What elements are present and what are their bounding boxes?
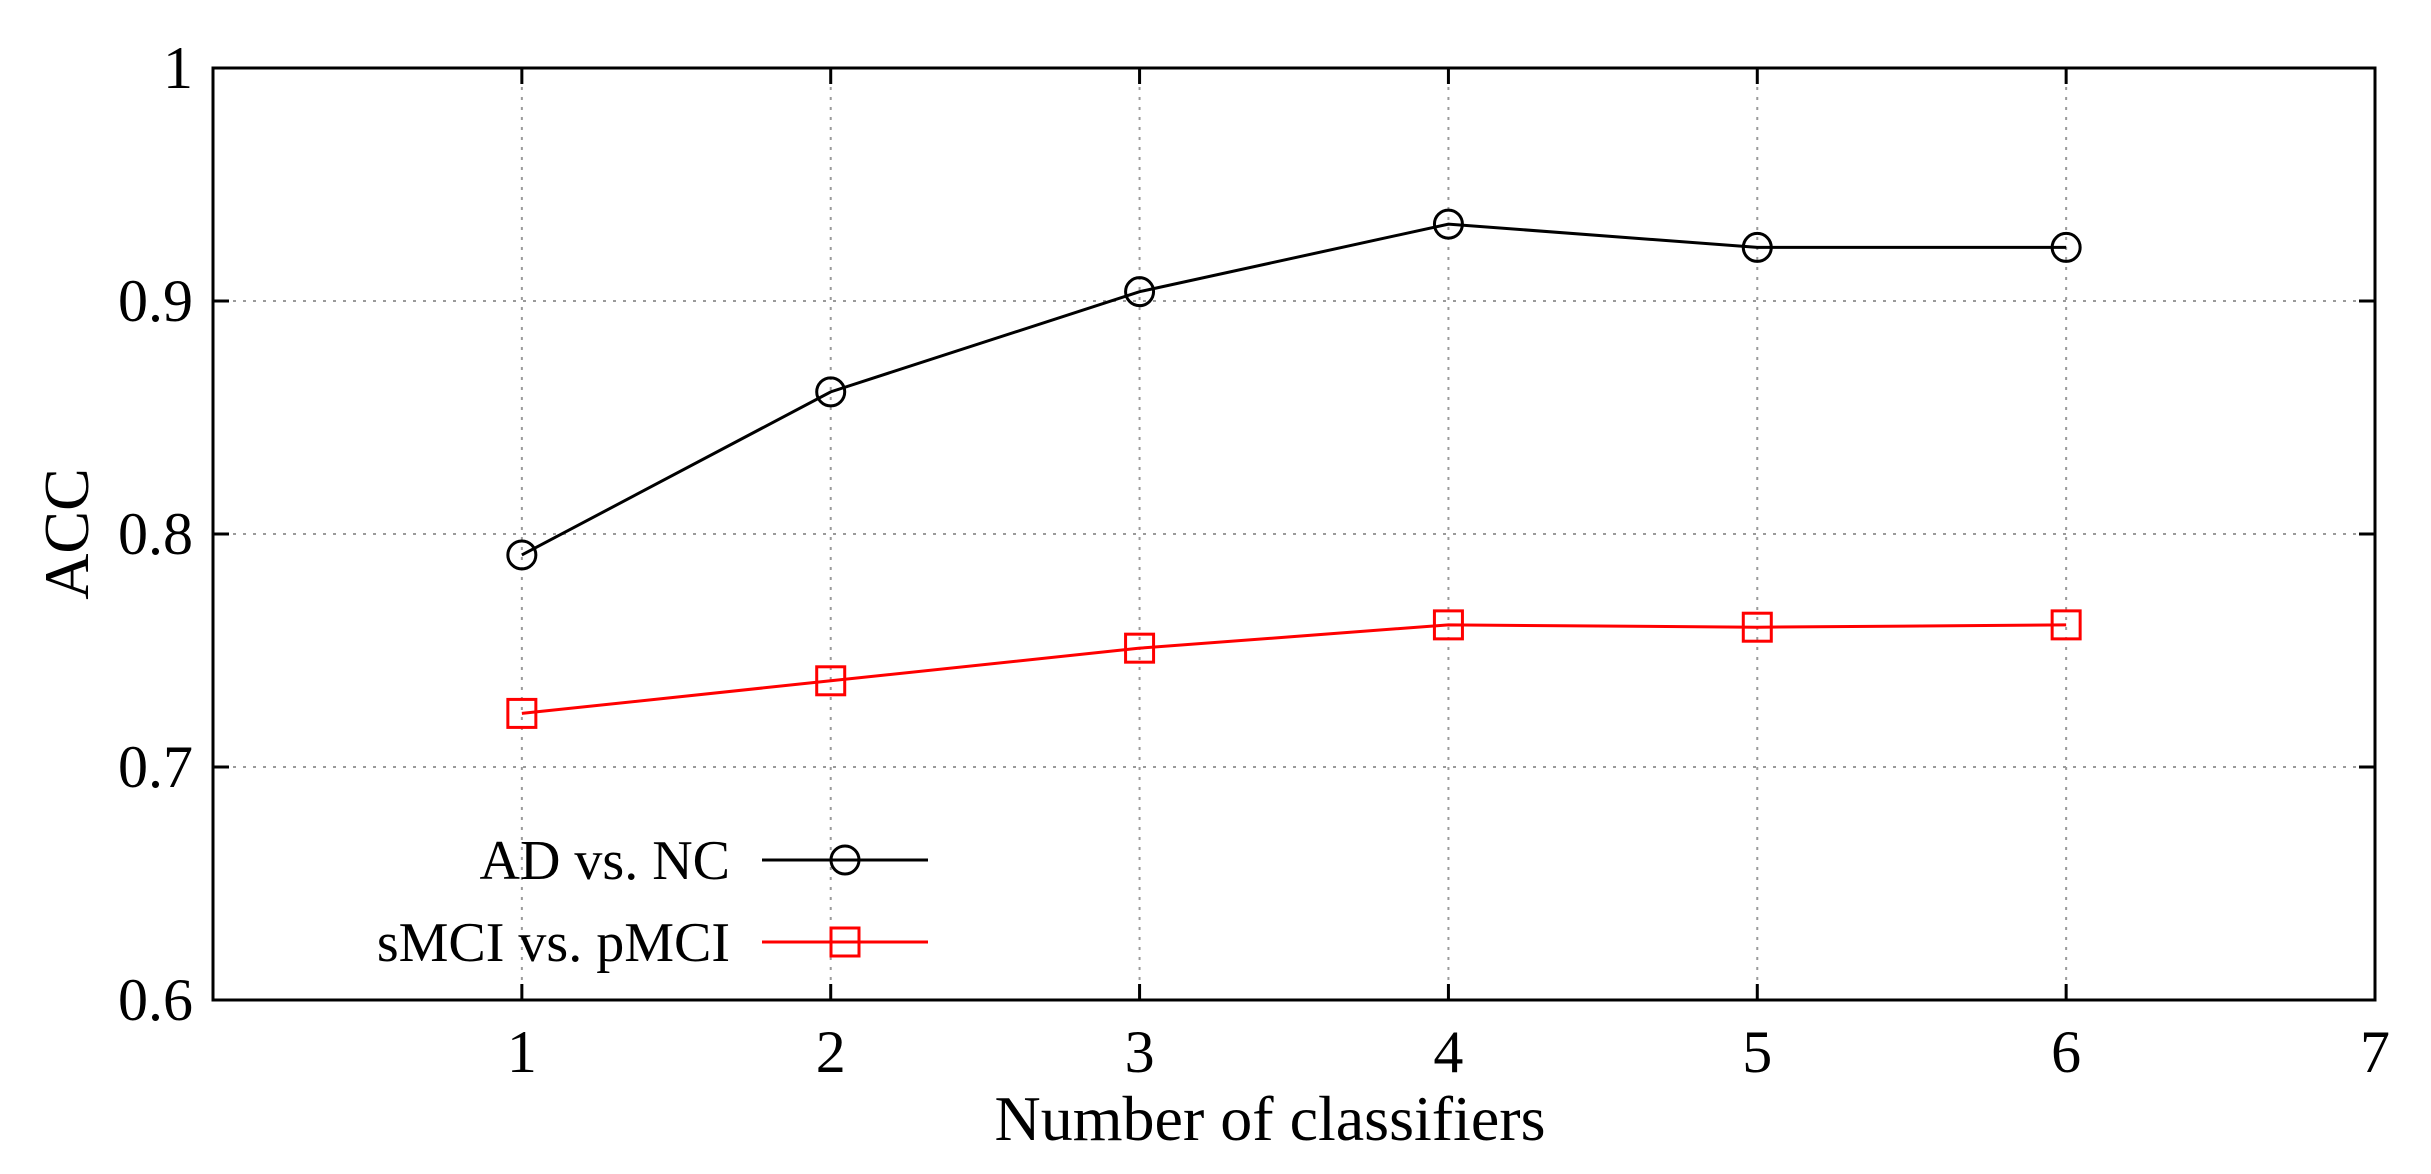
circle-marker (1124, 276, 1156, 308)
legend-entry-0: AD vs. NC (480, 830, 928, 892)
x-tick-label: 7 (2360, 1019, 2390, 1085)
x-tick-label: 4 (1433, 1019, 1463, 1085)
series-0 (506, 208, 2082, 571)
square-marker (1432, 609, 1464, 641)
y-tick-label: 0.8 (118, 501, 193, 567)
y-tick-label: 0.7 (118, 734, 193, 800)
square-marker (1741, 611, 1773, 643)
axis-ticks (213, 66, 2377, 1002)
square-marker (506, 697, 538, 729)
circle-marker (815, 376, 847, 408)
x-tick-labels: 1 2 3 4 5 6 7 (507, 1019, 2390, 1085)
legend-entry-1: sMCI vs. pMCI (377, 912, 928, 974)
square-marker (815, 665, 847, 697)
grid-lines (213, 68, 2375, 1000)
x-tick-label: 5 (1742, 1019, 1772, 1085)
circle-marker (1741, 231, 1773, 263)
series-line (521, 222, 2067, 557)
square-marker (2050, 609, 2082, 641)
y-tick-label: 0.6 (118, 967, 193, 1033)
legend: AD vs. NC sMCI vs. pMCI (377, 830, 928, 974)
y-tick-label: 1 (163, 35, 193, 101)
y-tick-label: 0.9 (118, 268, 193, 334)
series-line (521, 623, 2067, 715)
y-axis-title: ACC (31, 468, 102, 600)
legend-label: AD vs. NC (480, 830, 730, 892)
square-marker (1124, 632, 1156, 664)
circle-marker (1432, 208, 1464, 240)
circle-marker (506, 539, 538, 571)
x-axis-title: Number of classifiers (995, 1083, 1546, 1154)
legend-label: sMCI vs. pMCI (377, 912, 730, 974)
data-series (506, 208, 2082, 729)
legend-marker (829, 844, 861, 876)
y-tick-labels: 0.6 0.7 0.8 0.9 1 (118, 35, 193, 1033)
legend-marker (829, 926, 861, 958)
x-tick-label: 2 (816, 1019, 846, 1085)
circle-marker (2050, 231, 2082, 263)
x-tick-label: 6 (2051, 1019, 2081, 1085)
x-tick-label: 1 (507, 1019, 537, 1085)
series-1 (506, 609, 2082, 729)
x-tick-label: 3 (1125, 1019, 1155, 1085)
